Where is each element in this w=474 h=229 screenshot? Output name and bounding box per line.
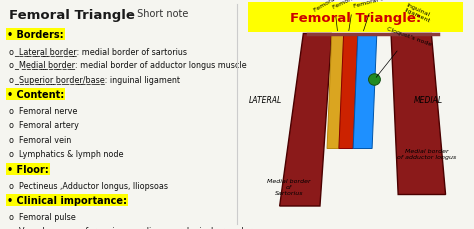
Text: o  Lymphatics & lymph node: o Lymphatics & lymph node	[9, 150, 124, 159]
Text: • Clinical importance:: • Clinical importance:	[7, 195, 127, 205]
Text: Femoral nerve: Femoral nerve	[313, 0, 355, 32]
Polygon shape	[280, 34, 332, 206]
Text: Cloquet's node: Cloquet's node	[376, 26, 432, 78]
Text: Femoral Triangle: Femoral Triangle	[9, 9, 136, 22]
Text: Inguinal
ligament: Inguinal ligament	[403, 3, 433, 24]
Text: o  Femoral pulse: o Femoral pulse	[9, 212, 76, 221]
Text: • Floor:: • Floor:	[7, 164, 49, 174]
Text: LATERAL: LATERAL	[249, 96, 282, 105]
Text: o  ̲S̲u̲p̲e̲r̲i̲o̲r̲ ̲b̲o̲r̲d̲e̲r̲/̲b̲a̲s̲e̲: inguinal ligament: o ̲S̲u̲p̲e̲r̲i̲o̲r̲ ̲b̲o̲r̲d̲e̲r̲/̲b̲a̲s…	[9, 75, 181, 84]
Text: Femoral vein: Femoral vein	[353, 0, 394, 32]
Text: Medial border
of adductor longus: Medial border of adductor longus	[397, 149, 456, 160]
Polygon shape	[327, 34, 344, 149]
Polygon shape	[339, 34, 358, 149]
FancyBboxPatch shape	[247, 3, 464, 33]
Polygon shape	[353, 34, 377, 149]
Text: o  ̲L̲a̲t̲e̲r̲a̲l̲ ̲b̲o̲r̲d̲e̲r̲: medial border of sartorius: o ̲L̲a̲t̲e̲r̲a̲l̲ ̲b̲o̲r̲d̲e̲r̲: medial …	[9, 46, 188, 55]
Text: o  Femoral vein: o Femoral vein	[9, 135, 72, 144]
Text: Femoral artery: Femoral artery	[332, 0, 376, 32]
Text: • Content:: • Content:	[7, 90, 64, 100]
Text: o  Femoral nerve: o Femoral nerve	[9, 106, 78, 115]
Text: – Short note: – Short note	[126, 9, 188, 19]
Polygon shape	[391, 34, 446, 195]
Text: o  Vascular access for various cardiac-neurological procedure: o Vascular access for various cardiac-ne…	[9, 226, 257, 229]
Text: Femoral Triangle:: Femoral Triangle:	[290, 12, 421, 25]
Text: o  Pectineus ,Adductor longus, Iliopsoas: o Pectineus ,Adductor longus, Iliopsoas	[9, 181, 168, 190]
Ellipse shape	[369, 74, 380, 86]
Text: o  Femoral artery: o Femoral artery	[9, 121, 79, 130]
Text: Medial border
of
Sartorius: Medial border of Sartorius	[267, 179, 311, 195]
Text: o  ̲M̲e̲d̲i̲a̲l̲ ̲b̲o̲r̲d̲e̲r̲: medial border of adductor longus muscle: o ̲M̲e̲d̲i̲a̲l̲ ̲b̲o̲r̲d̲e̲r̲: medial bo…	[9, 61, 247, 70]
Text: MEDIAL: MEDIAL	[414, 96, 443, 105]
Text: • Borders:: • Borders:	[7, 30, 64, 40]
